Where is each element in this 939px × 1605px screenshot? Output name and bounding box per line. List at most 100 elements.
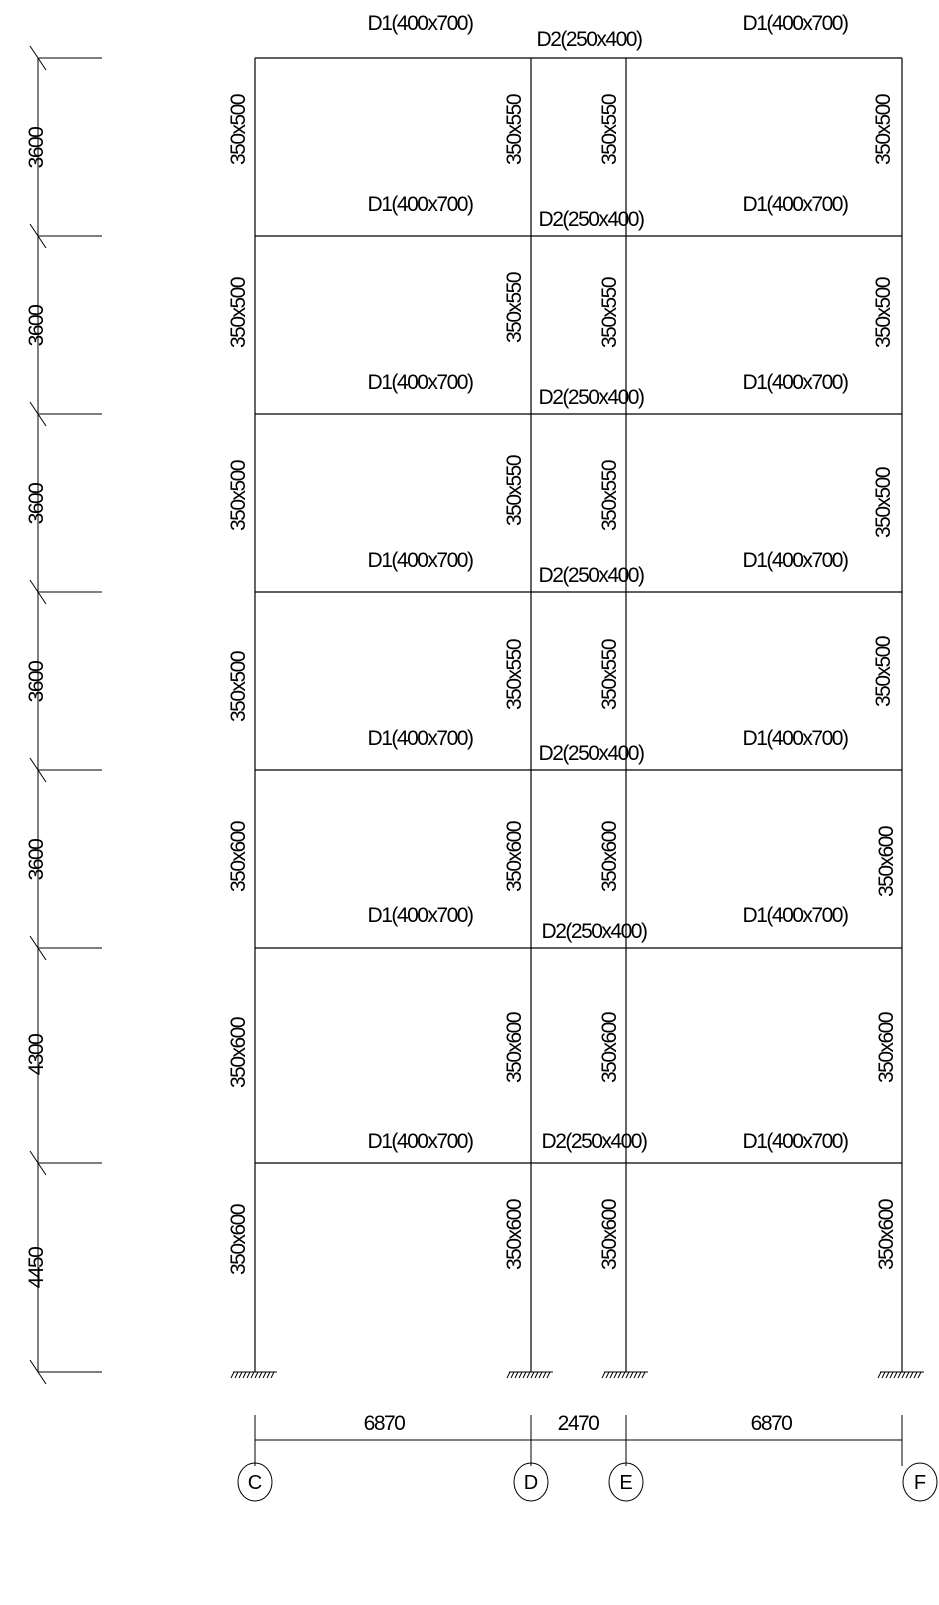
column-label-e: 350x550 xyxy=(598,460,621,531)
beam-label-right: D1(400x700) xyxy=(743,549,848,572)
beam-label-left: D1(400x700) xyxy=(368,371,473,394)
column-label-e: 350x550 xyxy=(598,94,621,165)
support-hatch xyxy=(266,1371,271,1379)
fixed-support xyxy=(230,1371,277,1379)
column-label-e: 350x600 xyxy=(598,1012,621,1083)
support-hatch xyxy=(877,1371,882,1379)
support-hatch xyxy=(897,1371,902,1379)
axis-label: D xyxy=(524,1472,538,1494)
support-hatch xyxy=(518,1371,523,1379)
beam-label-right: D1(400x700) xyxy=(743,1130,848,1153)
beam-label-right: D1(400x700) xyxy=(743,193,848,216)
beam-label-right: D1(400x700) xyxy=(743,12,848,35)
storey-height-label: 3600 xyxy=(25,305,48,347)
dimension-tick xyxy=(29,1359,47,1385)
beam-label-left: D1(400x700) xyxy=(368,904,473,927)
beam-label-mid: D2(250x400) xyxy=(539,564,644,587)
column-label-c: 350x500 xyxy=(227,651,250,722)
beam-label-mid: D2(250x400) xyxy=(542,1130,647,1153)
support-hatch xyxy=(522,1371,527,1379)
column-label-d: 350x550 xyxy=(503,455,526,526)
support-hatch xyxy=(641,1371,646,1379)
axis-label: E xyxy=(619,1472,632,1494)
beam-label-mid: D2(250x400) xyxy=(539,742,644,765)
axis-bubble-e: E xyxy=(608,1462,644,1502)
support-hatch xyxy=(913,1371,918,1379)
fixed-support xyxy=(877,1371,924,1379)
column-label-f: 350x600 xyxy=(875,1012,898,1083)
fixed-support xyxy=(601,1371,648,1379)
support-hatch xyxy=(605,1371,610,1379)
support-hatch xyxy=(546,1371,551,1379)
support-hatch xyxy=(633,1371,638,1379)
support-hatch xyxy=(629,1371,634,1379)
storey-height-label: 3600 xyxy=(25,661,48,703)
support-hatch xyxy=(530,1371,535,1379)
column-label-f: 350x600 xyxy=(875,1199,898,1270)
axis-label: C xyxy=(248,1472,262,1494)
dimension-tick xyxy=(29,1150,47,1176)
column-label-d: 350x550 xyxy=(503,639,526,710)
support-hatch xyxy=(542,1371,547,1379)
column-label-e: 350x600 xyxy=(598,821,621,892)
beam-label-mid: D2(250x400) xyxy=(537,28,642,51)
support-hatch xyxy=(250,1371,255,1379)
grid-axis-bubbles: C D E F xyxy=(237,1460,938,1502)
column-label-c: 350x500 xyxy=(227,277,250,348)
column-label-c: 350x600 xyxy=(227,821,250,892)
column-label-f: 350x600 xyxy=(875,826,898,897)
support-hatch xyxy=(621,1371,626,1379)
column-label-f: 350x500 xyxy=(872,277,895,348)
axis-bubble-f: F xyxy=(902,1462,938,1502)
column-label-f: 350x500 xyxy=(872,636,895,707)
beam-label-right: D1(400x700) xyxy=(743,371,848,394)
axis-circle xyxy=(237,1462,273,1502)
floor-beams xyxy=(255,57,902,1164)
support-hatch xyxy=(254,1371,259,1379)
dimension-tick xyxy=(29,223,47,249)
beam-label-mid: D2(250x400) xyxy=(539,386,644,409)
dimension-tick xyxy=(29,935,47,961)
column-label-d: 350x600 xyxy=(503,1012,526,1083)
storey-height-label: 4450 xyxy=(25,1247,48,1289)
column-label-d: 350x550 xyxy=(503,94,526,165)
axis-circle xyxy=(513,1462,549,1502)
dimension-tick xyxy=(29,45,47,71)
support-hatch xyxy=(238,1371,243,1379)
storey-dimension-chain: 3600 3600 3600 3600 3600 4300 4450 xyxy=(25,45,102,1385)
support-hatch xyxy=(881,1371,886,1379)
span-dimension-chain: 6870 2470 6870 xyxy=(254,1412,903,1460)
dimension-tick xyxy=(29,579,47,605)
column-label-c: 350x500 xyxy=(227,94,250,165)
support-hatch xyxy=(637,1371,642,1379)
storey-height-labels: 3600 3600 3600 3600 3600 4300 4450 xyxy=(25,127,48,1289)
axis-bubble-d: D xyxy=(513,1462,549,1502)
span-label: 6870 xyxy=(751,1412,793,1435)
level-ticks xyxy=(29,45,102,1385)
support-hatch xyxy=(889,1371,894,1379)
column-label-d: 350x600 xyxy=(503,821,526,892)
storey-height-label: 4300 xyxy=(25,1034,48,1076)
support-hatch xyxy=(234,1371,239,1379)
beam-label-left: D1(400x700) xyxy=(368,12,473,35)
dimension-tick xyxy=(29,757,47,783)
support-hatch xyxy=(510,1371,515,1379)
column-label-d: 350x600 xyxy=(503,1199,526,1270)
beam-label-right: D1(400x700) xyxy=(743,727,848,750)
beam-label-left: D1(400x700) xyxy=(368,193,473,216)
support-hatch xyxy=(242,1371,247,1379)
support-hatch xyxy=(534,1371,539,1379)
support-hatch xyxy=(270,1371,275,1379)
beam-label-mid: D2(250x400) xyxy=(542,920,647,943)
support-hatch xyxy=(246,1371,251,1379)
column-labels: 350x500 350x550 350x550 350x500 350x500 … xyxy=(227,94,898,1275)
column-label-e: 350x600 xyxy=(598,1199,621,1270)
span-label: 2470 xyxy=(558,1412,600,1435)
support-hatch xyxy=(905,1371,910,1379)
column-label-c: 350x500 xyxy=(227,460,250,531)
dimension-tick xyxy=(29,401,47,427)
column-label-c: 350x600 xyxy=(227,1017,250,1088)
support-hatch xyxy=(601,1371,606,1379)
support-hatch xyxy=(917,1371,922,1379)
